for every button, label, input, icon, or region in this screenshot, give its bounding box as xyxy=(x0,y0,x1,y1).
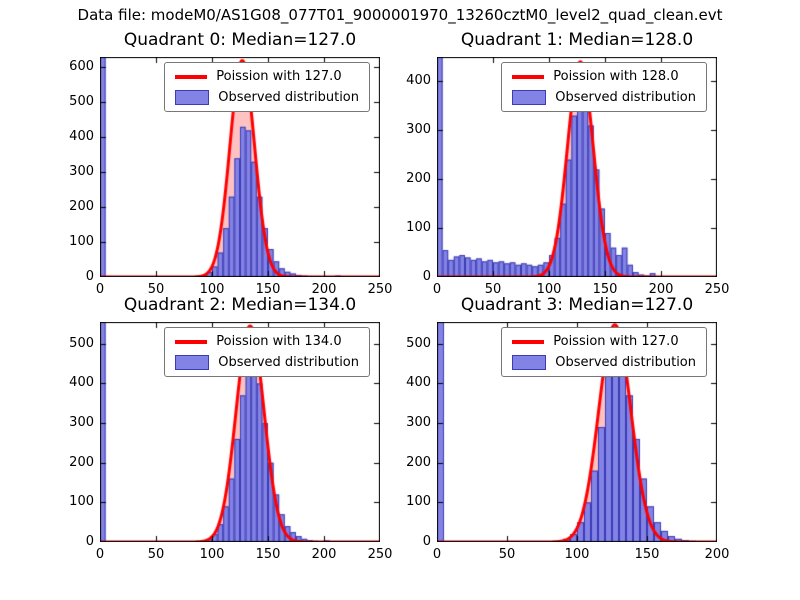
legend: Poission with 127.0 Observed distributio… xyxy=(164,62,370,112)
subplot-title: Quadrant 0: Median=127.0 xyxy=(123,30,357,50)
y-tick-label: 0 xyxy=(85,534,94,549)
legend-label-fit: Poission with 127.0 xyxy=(553,334,679,349)
y-tick-label: 300 xyxy=(69,164,94,180)
legend-label-observed: Observed distribution xyxy=(555,355,696,370)
y-tick-label: 300 xyxy=(406,122,431,138)
x-tick-label: 150 xyxy=(592,282,618,297)
legend-label-observed: Observed distribution xyxy=(218,90,359,105)
observed-swatch xyxy=(175,90,210,105)
subplot-title: Quadrant 2: Median=134.0 xyxy=(123,295,357,315)
y-tick-label: 0 xyxy=(422,269,431,284)
y-tick-label: 100 xyxy=(406,494,431,510)
x-tick-label: 200 xyxy=(311,282,337,297)
y-tick-label: 300 xyxy=(406,415,431,431)
legend-label-fit: Poission with 127.0 xyxy=(216,69,342,84)
x-tick-label: 0 xyxy=(432,282,442,297)
observed-swatch xyxy=(512,90,547,105)
y-tick-label: 200 xyxy=(69,199,94,215)
x-tick-label: 0 xyxy=(432,547,442,562)
x-tick-label: 200 xyxy=(311,547,337,562)
subplot-title: Quadrant 3: Median=127.0 xyxy=(460,295,694,315)
observed-swatch xyxy=(512,355,547,370)
legend-entry-observed: Observed distribution xyxy=(175,355,359,370)
legend: Poission with 127.0 Observed distributio… xyxy=(501,327,707,377)
y-tick-label: 500 xyxy=(69,335,94,351)
x-tick-label: 0 xyxy=(95,282,105,297)
y-tick-label: 200 xyxy=(69,454,94,470)
x-tick-label: 250 xyxy=(367,282,393,297)
x-tick-label: 200 xyxy=(648,282,674,297)
legend-label-fit: Poission with 134.0 xyxy=(216,334,342,349)
legend: Poission with 128.0 Observed distributio… xyxy=(501,62,707,112)
y-tick-label: 100 xyxy=(69,234,94,250)
legend-entry-fit: Poission with 134.0 xyxy=(175,334,359,349)
x-tick-label: 150 xyxy=(634,547,660,562)
x-tick-label: 200 xyxy=(704,547,730,562)
legend: Poission with 134.0 Observed distributio… xyxy=(164,327,370,377)
x-tick-label: 100 xyxy=(564,547,590,562)
x-tick-label: 100 xyxy=(536,282,562,297)
legend-entry-fit: Poission with 128.0 xyxy=(512,69,696,84)
x-tick-label: 50 xyxy=(498,547,516,562)
x-tick-label: 150 xyxy=(255,282,281,297)
fit-line-swatch xyxy=(175,74,208,79)
y-tick-label: 100 xyxy=(69,494,94,510)
subplot-quadrant-2: Quadrant 2: Median=134.0 0 50 100 150 200 250… xyxy=(69,295,392,562)
x-tick-label: 150 xyxy=(255,547,281,562)
y-tick-label: 400 xyxy=(69,129,94,145)
y-tick-label: 0 xyxy=(422,534,431,549)
y-tick-label: 500 xyxy=(406,335,431,351)
x-tick-label: 100 xyxy=(199,547,225,562)
x-tick-label: 50 xyxy=(147,547,165,562)
x-tick-label: 50 xyxy=(147,282,165,297)
observed-swatch xyxy=(175,355,210,370)
legend-entry-observed: Observed distribution xyxy=(512,355,696,370)
figure-suptitle: Data file: modeM0/AS1G08_077T01_90000019… xyxy=(77,6,723,24)
y-tick-label: 400 xyxy=(406,73,431,89)
subplot-quadrant-0: Quadrant 0: Median=127.0 0 50 100 150 200 250… xyxy=(69,30,392,297)
legend-entry-observed: Observed distribution xyxy=(175,90,359,105)
y-tick-label: 200 xyxy=(406,171,431,187)
x-tick-label: 50 xyxy=(484,282,502,297)
y-tick-label: 500 xyxy=(69,94,94,110)
x-tick-label: 0 xyxy=(95,547,105,562)
subplot-quadrant-1: Quadrant 1: Median=128.0 0 50 100 150 200 250… xyxy=(406,30,729,297)
y-tick-label: 600 xyxy=(69,59,94,75)
y-tick-label: 300 xyxy=(69,415,94,431)
x-tick-label: 250 xyxy=(367,547,393,562)
legend-entry-fit: Poission with 127.0 xyxy=(175,69,359,84)
fit-line-swatch xyxy=(512,339,545,344)
y-tick-label: 400 xyxy=(69,375,94,391)
fit-line-swatch xyxy=(175,339,208,344)
x-tick-label: 100 xyxy=(199,282,225,297)
y-tick-label: 400 xyxy=(406,375,431,391)
y-tick-label: 0 xyxy=(85,269,94,284)
subplot-title: Quadrant 1: Median=128.0 xyxy=(460,30,694,50)
fit-line-swatch xyxy=(512,74,545,79)
legend-label-observed: Observed distribution xyxy=(218,355,359,370)
legend-label-fit: Poission with 128.0 xyxy=(553,69,679,84)
y-tick-label: 200 xyxy=(406,454,431,470)
subplot-quadrant-3: Quadrant 3: Median=127.0 0 50 100 150 200 0 1… xyxy=(406,295,729,562)
x-tick-label: 250 xyxy=(704,282,730,297)
legend-entry-observed: Observed distribution xyxy=(512,90,696,105)
y-tick-label: 100 xyxy=(406,220,431,236)
legend-label-observed: Observed distribution xyxy=(555,90,696,105)
legend-entry-fit: Poission with 127.0 xyxy=(512,334,696,349)
